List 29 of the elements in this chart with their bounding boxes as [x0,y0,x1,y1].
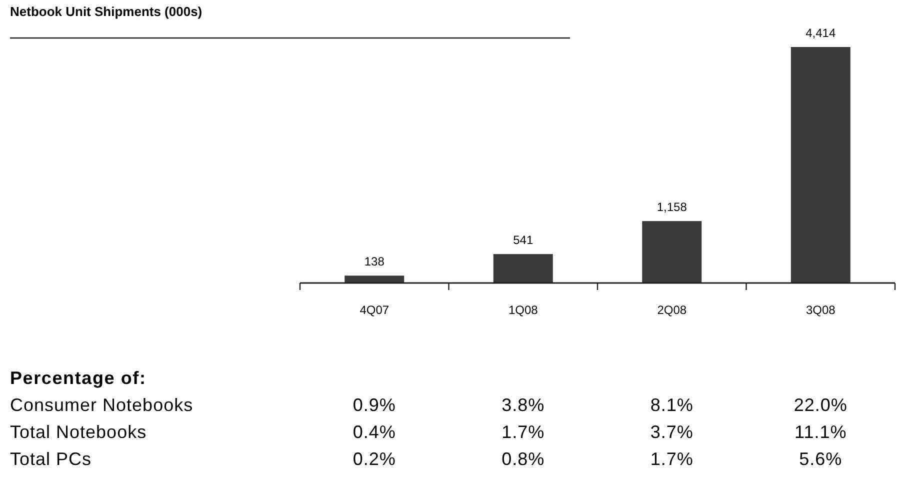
text: 0.8% [502,449,545,469]
data-label: 1,158 [656,200,688,214]
text: 5.6% [799,449,842,469]
x-tick-label: 1Q08 [508,303,538,317]
text: 8.1% [650,395,694,415]
text: 11.1% [794,422,847,442]
text: 22.0% [794,395,848,415]
bar [790,47,850,283]
x-tick-label: 2Q08 [657,303,687,317]
x-tick-label: 4Q07 [360,303,390,317]
bar [493,254,553,283]
text: Total Notebooks [10,422,147,442]
bar [344,276,404,283]
text: 1.7% [502,422,545,442]
data-label: 541 [513,233,534,248]
bar [642,221,702,283]
x-tick-label: 3Q08 [806,303,836,317]
text: Total PCs [10,449,92,469]
text: 0.9% [352,395,396,415]
data-label: 138 [364,254,385,269]
text: 1.7% [650,449,694,469]
text: 0.4% [352,422,396,442]
data-label: 4,414 [806,26,836,40]
text: 3.8% [502,395,545,415]
text: Consumer Notebooks [10,395,194,415]
text: 0.2% [352,449,396,469]
text: Percentage of: [10,368,146,388]
text: 3.7% [650,422,694,442]
text: Netbook Unit Shipments (000s) [10,4,202,19]
